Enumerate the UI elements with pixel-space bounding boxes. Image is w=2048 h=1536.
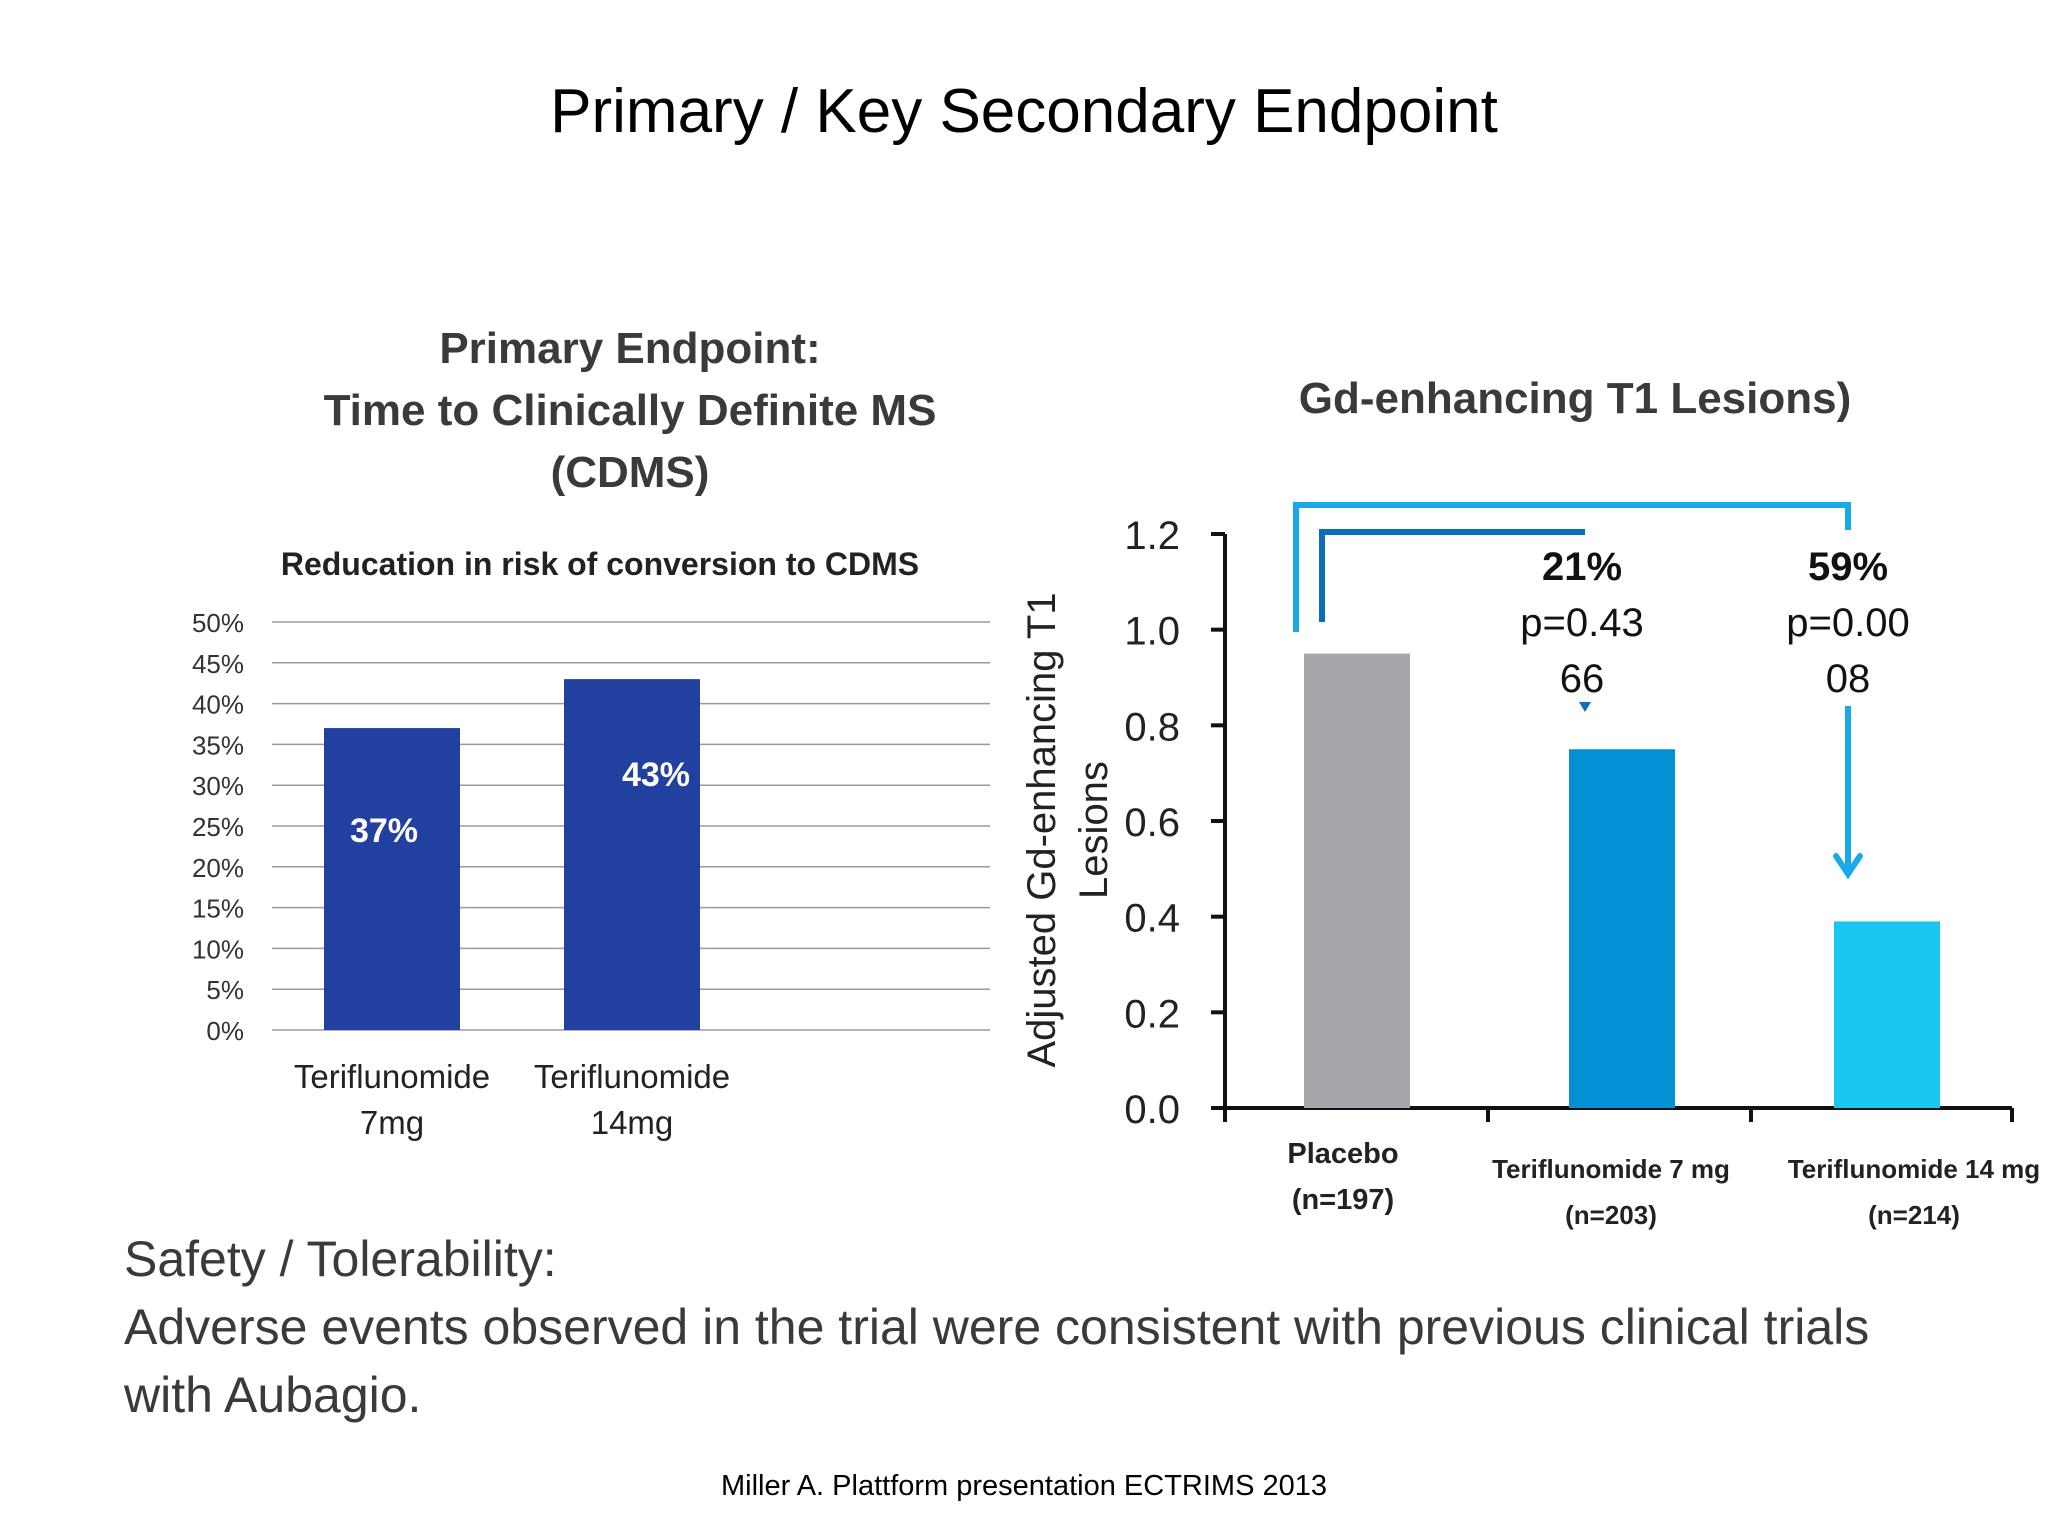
left-bar-data-label: 43% (622, 756, 690, 794)
left-y-tick-label: 0% (206, 1016, 244, 1046)
left-x-tick-label: 14mg (591, 1104, 674, 1141)
right-bar (1304, 653, 1410, 1108)
left-y-tick-label: 20% (192, 853, 244, 883)
right-y-tick-label: 0.6 (1124, 801, 1180, 845)
right-chart-ylabel-line-1: Adjusted Gd-enhancing T1 (1020, 592, 1064, 1067)
left-y-tick-label: 35% (192, 730, 244, 760)
right-x-tick-label: Teriflunomide 14 mg (1788, 1154, 2040, 1184)
left-y-tick-label: 50% (192, 608, 244, 638)
slide-title: Primary / Key Secondary Endpoint (550, 77, 1498, 146)
right-y-tick-label: 0.4 (1124, 897, 1180, 941)
left-chart-heading: Primary Endpoint: Time to Clinically Def… (230, 318, 1030, 504)
left-chart-bars: 37% 43% (324, 679, 700, 1030)
left-y-tick-label: 10% (192, 934, 244, 964)
safety-line-1: Safety / Tolerability: (124, 1231, 557, 1287)
right-y-tick-label: 0.0 (1124, 1088, 1180, 1132)
right-y-tick-label: 0.8 (1124, 705, 1180, 749)
left-chart-title: Reducation in risk of conversion to CDMS (281, 546, 919, 582)
left-x-tick-label: Teriflunomide (534, 1058, 730, 1095)
right-x-tick-label: (n=203) (1565, 1200, 1657, 1230)
left-y-tick-label: 15% (192, 894, 244, 924)
left-chart-x-axis: Teriflunomide 7mg Teriflunomide 14mg (294, 1058, 730, 1141)
right-y-tick-label: 1.2 (1124, 514, 1180, 558)
annotation-p-value: p=0.00 (1786, 601, 1909, 645)
safety-line-3: with Aubagio. (124, 1367, 422, 1423)
right-x-tick-label: Teriflunomide 7 mg (1492, 1154, 1730, 1184)
right-y-tick-label: 1.0 (1124, 610, 1180, 654)
right-x-tick-label: (n=197) (1292, 1184, 1394, 1216)
right-chart-annotations: 21% p=0.43 66 59% p=0.00 08 (1520, 545, 1909, 701)
annotation-percent: 21% (1542, 545, 1622, 589)
citation: Miller A. Plattform presentation ECTRIMS… (720, 1470, 1327, 1502)
left-x-tick-label: Teriflunomide (294, 1058, 490, 1095)
left-heading-line-1: Primary Endpoint: (439, 324, 821, 373)
right-y-tick-label: 0.2 (1124, 992, 1180, 1036)
right-chart-x-axis: Placebo (n=197) Teriflunomide 7 mg (n=203) T… (1287, 1138, 2040, 1230)
right-x-tick-label: Placebo (1287, 1138, 1398, 1170)
bracket-placebo-vs-14mg (1293, 502, 1851, 632)
right-chart-comparison-brackets (1293, 502, 1863, 880)
right-chart-ylabel-line-2: Lesions (1072, 761, 1116, 899)
left-y-tick-label: 40% (192, 690, 244, 720)
right-chart-y-axis: 0.0 0.2 0.4 0.6 0.8 1.0 1.2 (1124, 514, 1225, 1132)
annotation-percent: 59% (1808, 545, 1888, 589)
left-x-tick-label: 7mg (360, 1104, 424, 1141)
arrow-14mg-head (1833, 853, 1863, 880)
left-y-tick-label: 30% (192, 771, 244, 801)
left-bar (564, 679, 700, 1030)
annotation-p-value: 66 (1560, 657, 1605, 701)
left-bar (324, 728, 460, 1030)
annotation-p-value: p=0.43 (1520, 601, 1643, 645)
left-heading-line-2: Time to Clinically Definite MS (323, 386, 937, 435)
safety-tolerability-text: Safety / Tolerability: Adverse events ob… (124, 1225, 2004, 1429)
arrow-7mg (1579, 702, 1591, 712)
left-y-tick-label: 25% (192, 812, 244, 842)
safety-line-2: Adverse events observed in the trial wer… (124, 1299, 1870, 1355)
right-bar (1834, 921, 1940, 1108)
right-bar (1569, 749, 1675, 1108)
left-bar-data-label: 37% (350, 812, 418, 850)
right-chart-bars (1304, 653, 1940, 1108)
left-y-tick-label: 45% (192, 649, 244, 679)
left-chart-y-axis: 0% 5% 10% 15% 20% 25% 30% 35% 40% 45% 50% (192, 608, 244, 1046)
left-heading-line-3: (CDMS) (550, 448, 710, 497)
right-x-tick-label: (n=214) (1868, 1200, 1960, 1230)
left-y-tick-label: 5% (206, 975, 244, 1005)
right-chart-heading: Gd-enhancing T1 Lesions) (1298, 374, 1852, 423)
bracket-placebo-vs-7mg (1319, 529, 1585, 622)
annotation-p-value: 08 (1826, 657, 1871, 701)
